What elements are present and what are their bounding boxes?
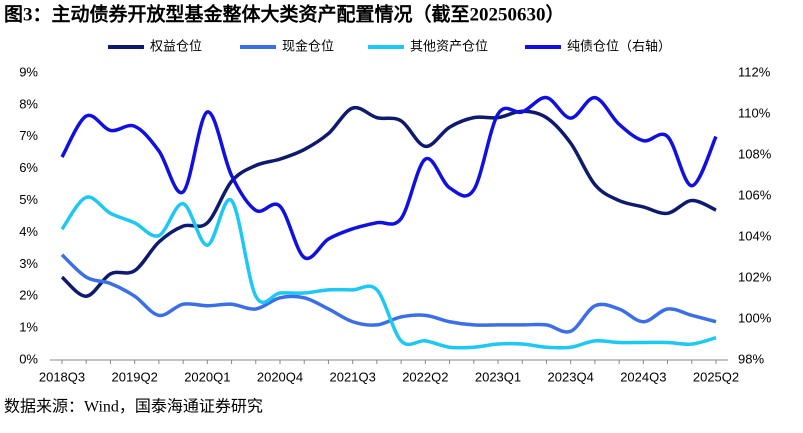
x-tick-label: 2018Q3 — [39, 369, 85, 384]
x-tick-label: 2020Q4 — [257, 369, 303, 384]
legend-label: 现金仓位 — [282, 38, 334, 53]
y-tick-label: 2% — [19, 288, 38, 303]
series-line — [60, 105, 717, 298]
y-tick-label: 7% — [19, 128, 38, 143]
x-tick-label: 2020Q1 — [184, 369, 230, 384]
x-tick-label: 2023Q1 — [475, 369, 521, 384]
y-tick-label: 8% — [19, 96, 38, 111]
y-tick-label: 5% — [19, 192, 38, 207]
y2-tick-label: 108% — [738, 146, 772, 161]
series-line — [60, 95, 718, 261]
y-tick-label: 3% — [19, 256, 38, 271]
series-line — [60, 195, 717, 350]
y-tick-label: 0% — [19, 351, 38, 366]
x-tick-label: 2021Q3 — [330, 369, 376, 384]
x-tick-label: 2019Q2 — [112, 369, 158, 384]
source: 数据来源：Wind，国泰海通证券研究 — [4, 398, 263, 416]
series-line — [60, 253, 717, 334]
x-tick-label: 2022Q2 — [402, 369, 448, 384]
y2-tick-label: 98% — [738, 351, 764, 366]
y2-tick-label: 106% — [738, 187, 772, 202]
y2-tick-label: 112% — [738, 64, 771, 79]
x-tick-label: 2024Q3 — [620, 369, 666, 384]
x-tick-label: 2025Q2 — [693, 369, 739, 384]
legend-label: 权益仓位 — [150, 38, 202, 53]
y-tick-label: 9% — [19, 64, 38, 79]
x-tick-label: 2023Q4 — [548, 369, 594, 384]
y2-tick-label: 100% — [738, 310, 772, 325]
legend-label: 纯债仓位（右轴） — [567, 38, 671, 53]
y2-tick-label: 110% — [738, 105, 771, 120]
chart-title: 图3：主动债券开放型基金整体大类资产配置情况（截至20250630） — [4, 2, 565, 25]
y-tick-label: 6% — [19, 160, 38, 175]
y2-tick-label: 102% — [738, 269, 772, 284]
legend-label: 其他资产仓位 — [410, 38, 488, 53]
y-tick-label: 4% — [19, 224, 38, 239]
y-tick-label: 1% — [19, 320, 38, 335]
y2-tick-label: 104% — [738, 228, 772, 243]
